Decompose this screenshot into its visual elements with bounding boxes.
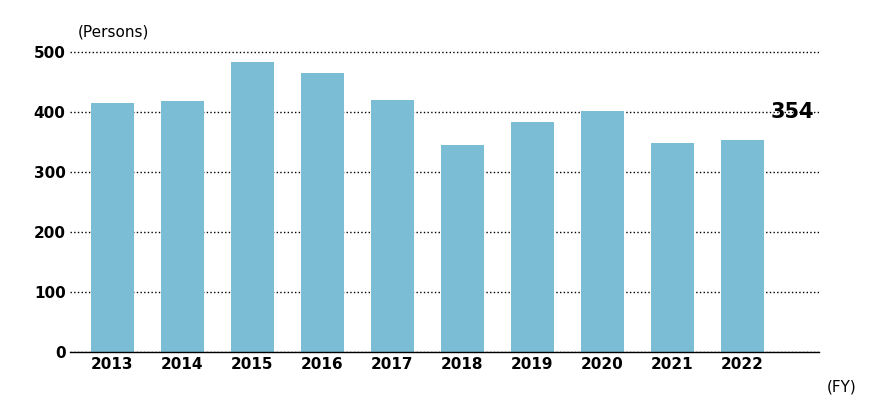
Text: (FY): (FY) xyxy=(826,380,856,395)
Text: (Persons): (Persons) xyxy=(78,25,149,40)
Bar xyxy=(651,143,694,352)
Bar xyxy=(721,140,764,352)
Bar xyxy=(440,145,484,352)
Text: 354: 354 xyxy=(770,102,814,122)
Bar xyxy=(581,111,624,352)
Bar xyxy=(91,103,134,352)
Bar xyxy=(231,62,274,352)
Bar xyxy=(300,73,344,352)
Bar xyxy=(511,122,554,352)
Bar xyxy=(160,101,204,352)
Bar xyxy=(371,100,414,352)
